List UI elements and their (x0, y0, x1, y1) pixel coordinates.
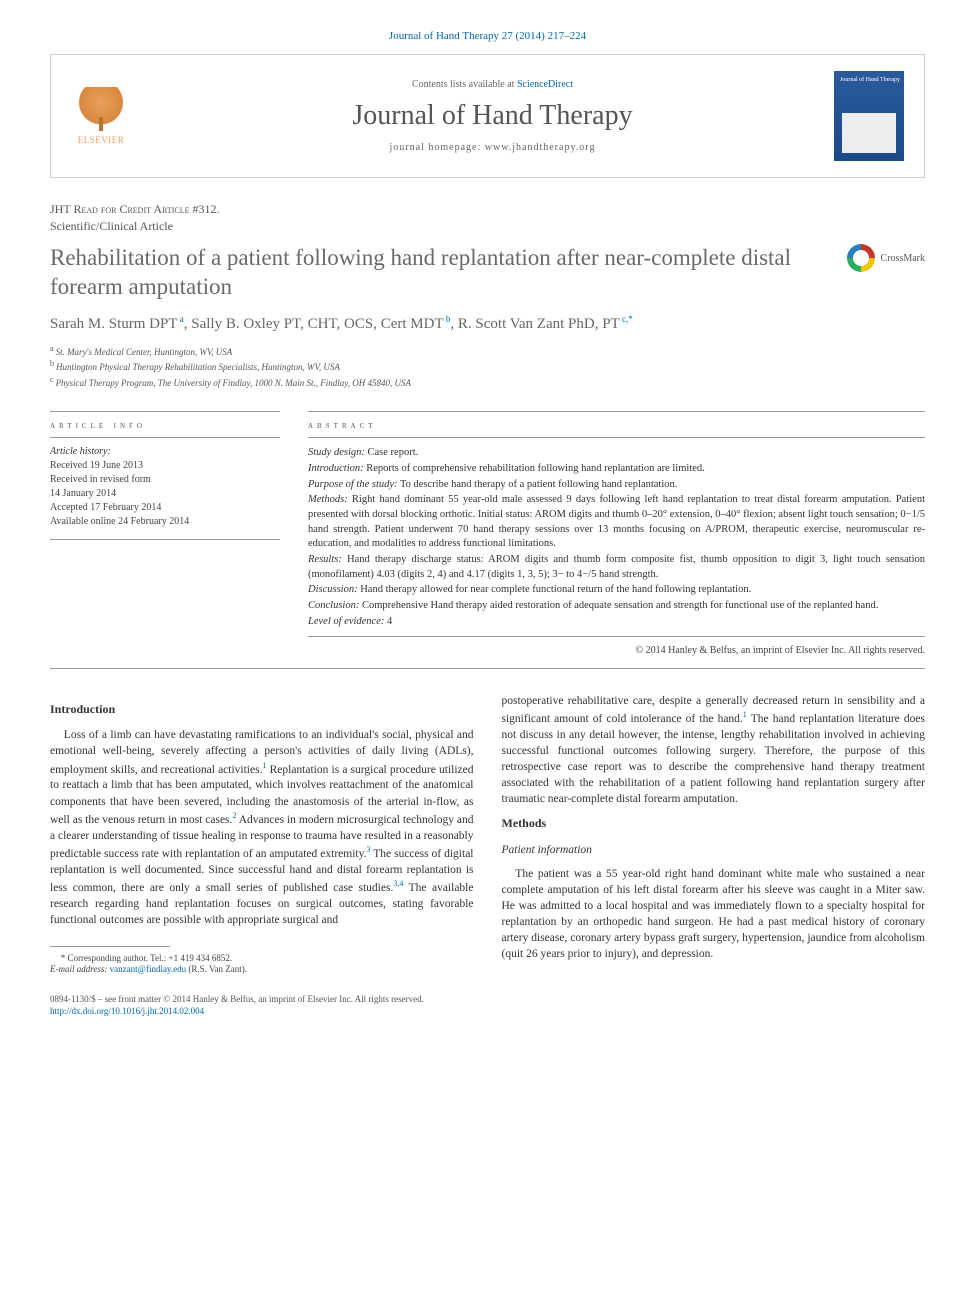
history-item: Accepted 17 February 2014 (50, 501, 280, 515)
homepage-url[interactable]: www.jhandtherapy.org (485, 142, 596, 153)
history-item: Received 19 June 2013 (50, 459, 280, 473)
page-footer: 0894-1130/$ – see front matter © 2014 Ha… (50, 994, 925, 1017)
abstract-methods: Methods: Right hand dominant 55 year-old… (308, 493, 925, 552)
author-affil-sup: c,* (620, 314, 633, 324)
corr-label: * Corresponding author. Tel.: (61, 953, 169, 963)
intro-heading: Introduction (50, 701, 474, 718)
corresponding-author-footnote: * Corresponding author. Tel.: +1 419 434… (50, 953, 474, 976)
abstract: abstract Study design: Case report.Intro… (308, 407, 925, 655)
corr-phone: +1 419 434 6852. (169, 953, 233, 963)
abstract-results: Results: Hand therapy discharge status: … (308, 553, 925, 582)
article-info: article info Article history: Received 1… (50, 407, 280, 655)
rule (50, 437, 280, 438)
journal-reference: Journal of Hand Therapy 27 (2014) 217–22… (50, 30, 925, 42)
journal-name: Journal of Hand Therapy (151, 100, 834, 132)
rule (50, 411, 280, 412)
author-affil-sup: a (178, 314, 184, 324)
elsevier-tree-icon (79, 87, 123, 131)
article-type: JHT Read for Credit Article #312. (50, 202, 925, 217)
contents-line: Contents lists available at ScienceDirec… (151, 79, 834, 90)
affiliation: a St. Mary's Medical Center, Huntington,… (50, 343, 925, 359)
article-title: Rehabilitation of a patient following ha… (50, 244, 827, 302)
rule (308, 636, 925, 637)
elsevier-label: ELSEVIER (78, 135, 125, 145)
cover-title: Journal of Hand Therapy (840, 77, 900, 84)
author-name: Sarah M. Sturm DPT (50, 316, 178, 332)
abstract-study_design: Study design: Case report. (308, 446, 925, 461)
author-name: OCS (344, 316, 373, 332)
crossmark-icon (847, 244, 875, 272)
rule (50, 539, 280, 540)
masthead-center: Contents lists available at ScienceDirec… (151, 79, 834, 153)
sciencedirect-link[interactable]: ScienceDirect (517, 79, 573, 90)
patient-paragraph: The patient was a 55 year-old right hand… (502, 866, 926, 963)
email-link[interactable]: vanzant@findlay.edu (110, 964, 186, 974)
history-item: Available online 24 February 2014 (50, 515, 280, 529)
authors: Sarah M. Sturm DPT a, Sally B. Oxley PT,… (50, 314, 925, 333)
contents-prefix: Contents lists available at (412, 79, 517, 90)
journal-homepage: journal homepage: www.jhandtherapy.org (151, 142, 834, 153)
author-name: Cert MDT (381, 316, 444, 332)
affiliations: a St. Mary's Medical Center, Huntington,… (50, 343, 925, 390)
elsevier-logo[interactable]: ELSEVIER (71, 81, 131, 151)
author-name: Sally B. Oxley PT (191, 316, 300, 332)
methods-heading: Methods (502, 815, 926, 832)
history-item: Received in revised form (50, 473, 280, 487)
abstract-introduction: Introduction: Reports of comprehensive r… (308, 462, 925, 477)
history-label: Article history: (50, 446, 280, 457)
footnote-rule (50, 946, 170, 947)
author-name: CHT (308, 316, 337, 332)
author-affil-sup: b (444, 314, 451, 324)
author-name: PT (602, 316, 620, 332)
intro-paragraph-cont: postoperative rehabilitative care, despi… (502, 693, 926, 807)
affiliation: c Physical Therapy Program, The Universi… (50, 374, 925, 390)
body-text: Introduction Loss of a limb can have dev… (50, 693, 925, 977)
rule (308, 437, 925, 438)
masthead: ELSEVIER Contents lists available at Sci… (50, 54, 925, 178)
email-suffix: (R.S. Van Zant). (186, 964, 247, 974)
article-info-head: article info (50, 420, 280, 431)
intro-paragraph: Loss of a limb can have devastating rami… (50, 727, 474, 927)
history-item: 14 January 2014 (50, 487, 280, 501)
rule (308, 411, 925, 412)
abstract-level: Level of evidence: 4 (308, 615, 925, 630)
article-subtype: Scientific/Clinical Article (50, 219, 925, 234)
crossmark-badge[interactable]: CrossMark (847, 244, 925, 272)
doi-link[interactable]: http://dx.doi.org/10.1016/j.jht.2014.02.… (50, 1006, 204, 1016)
email-label: E-mail address: (50, 964, 110, 974)
author-name: R. Scott Van Zant PhD (458, 316, 595, 332)
patient-info-heading: Patient information (502, 842, 926, 858)
abstract-head: abstract (308, 420, 925, 431)
section-rule (50, 668, 925, 669)
footer-copyright: 0894-1130/$ – see front matter © 2014 Ha… (50, 994, 424, 1004)
abstract-conclusion: Conclusion: Comprehensive Hand therapy a… (308, 599, 925, 614)
abstract-purpose: Purpose of the study: To describe hand t… (308, 478, 925, 493)
journal-cover-thumbnail[interactable]: Journal of Hand Therapy (834, 71, 904, 161)
homepage-prefix: journal homepage: (390, 142, 485, 153)
crossmark-label: CrossMark (881, 253, 925, 264)
affiliation: b Huntington Physical Therapy Rehabilita… (50, 358, 925, 374)
copyright: © 2014 Hanley & Belfus, an imprint of El… (308, 645, 925, 656)
abstract-discussion: Discussion: Hand therapy allowed for nea… (308, 583, 925, 598)
